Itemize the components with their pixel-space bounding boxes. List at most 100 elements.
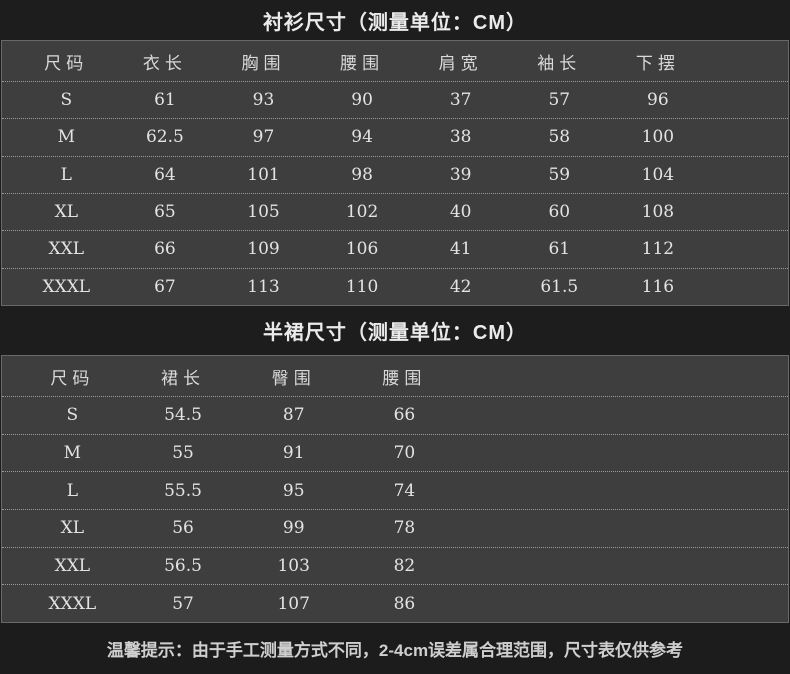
table-row: L 64 101 98 39 59 104	[2, 157, 788, 194]
table-row: XXL 66 109 106 41 61 112	[2, 231, 788, 269]
shirt-col-header-size: 尺码	[44, 53, 89, 73]
measurement-cell: 93	[252, 90, 275, 111]
skirt-section-title: 半裙尺寸（测量单位：CM）	[0, 306, 790, 355]
skirt-col-header-waist: 腰围	[382, 368, 427, 388]
measurement-cell: 40	[449, 202, 472, 223]
measurement-cell: 106	[345, 239, 379, 260]
measurement-cell: 61	[548, 239, 571, 260]
measurement-cell: 109	[247, 239, 280, 260]
skirt-col-header-hip: 臀围	[271, 368, 316, 388]
size-code-cell: XXXL	[48, 593, 97, 614]
measurement-cell: 56	[172, 518, 194, 539]
measurement-cell: 37	[449, 90, 472, 111]
size-code-cell: XXL	[54, 556, 91, 577]
measurement-cell: 61.5	[540, 276, 579, 297]
table-row: M 55 91 70	[2, 435, 788, 473]
measurement-cell: 82	[393, 556, 416, 577]
measurement-cell: 57	[548, 90, 571, 111]
measurement-cell: 104	[641, 164, 675, 185]
shirt-size-section: 衬衫尺寸（测量单位：CM） 尺码 衣长 胸围 腰围 肩宽 袖长 下摆 S 61 …	[0, 0, 790, 306]
measurement-cell: 66	[154, 239, 176, 260]
measurement-cell: 87	[282, 405, 305, 426]
measurement-cell: 54.5	[164, 405, 202, 426]
shirt-section-title: 衬衫尺寸（测量单位：CM）	[0, 0, 790, 40]
measurement-cell: 86	[393, 593, 416, 614]
size-code-cell: XL	[60, 518, 85, 539]
shirt-col-header-chest: 胸围	[241, 53, 286, 73]
shirt-col-header-waist: 腰围	[340, 53, 385, 73]
shirt-col-header-hem: 下摆	[635, 53, 680, 73]
measurement-cell: 99	[282, 518, 305, 539]
footer-note: 温馨提示：由于手工测量方式不同，2-4cm误差属合理范围，尺寸表仅供参考	[0, 623, 790, 674]
measurement-cell: 38	[449, 127, 472, 148]
table-row: XL 65 105 102 40 60 108	[2, 194, 788, 232]
measurement-cell: 110	[345, 276, 379, 297]
measurement-cell: 108	[641, 202, 675, 223]
shirt-col-header-shoulder: 肩宽	[438, 53, 483, 73]
skirt-size-table: 尺码 裙长 臀围 腰围 S 54.5 87 66 M 55 91 70 L 55…	[1, 355, 789, 623]
measurement-cell: 102	[345, 202, 379, 223]
table-row: L 55.5 95 74	[2, 472, 788, 511]
measurement-cell: 91	[282, 443, 305, 463]
measurement-cell: 97	[252, 127, 275, 148]
skirt-col-header-size: 尺码	[50, 368, 95, 388]
size-code-cell: M	[57, 127, 75, 148]
measurement-cell: 67	[154, 276, 176, 297]
measurement-cell: 101	[247, 164, 280, 185]
size-code-cell: XXXL	[42, 276, 91, 297]
table-row: XXXL 67 113 110 42 61.5 116	[2, 269, 788, 305]
measurement-cell: 113	[247, 276, 280, 297]
skirt-col-header-length: 裙长	[161, 368, 206, 388]
measurement-cell: 42	[449, 276, 472, 297]
shirt-col-header-sleeve: 袖长	[537, 53, 582, 73]
measurement-cell: 94	[351, 127, 373, 148]
shirt-size-table: 尺码 衣长 胸围 腰围 肩宽 袖长 下摆 S 61 93 90 37 57 96…	[1, 40, 789, 306]
size-code-cell: XL	[54, 202, 78, 223]
measurement-cell: 95	[282, 480, 305, 501]
measurement-cell: 55	[172, 443, 194, 463]
skirt-size-section: 半裙尺寸（测量单位：CM） 尺码 裙长 臀围 腰围 S 54.5 87 66 M…	[0, 306, 790, 623]
measurement-cell: 107	[277, 593, 310, 614]
measurement-cell: 57	[172, 593, 194, 614]
measurement-cell: 41	[449, 239, 472, 260]
measurement-cell: 59	[548, 164, 571, 185]
measurement-cell: 103	[277, 556, 310, 577]
table-row: XL 56 99 78	[2, 510, 788, 548]
measurement-cell: 78	[393, 518, 416, 539]
measurement-cell: 70	[393, 443, 416, 463]
measurement-cell: 56.5	[164, 556, 202, 577]
skirt-table-header-row: 尺码 裙长 臀围 腰围	[2, 356, 788, 397]
table-row: XXXL 57 107 86	[2, 585, 788, 622]
measurement-cell: 116	[641, 276, 675, 297]
measurement-cell: 96	[647, 90, 669, 111]
table-row: M 62.5 97 94 38 58 100	[2, 119, 788, 157]
measurement-cell: 64	[154, 164, 176, 185]
measurement-cell: 60	[548, 202, 571, 223]
measurement-cell: 90	[351, 90, 373, 111]
measurement-cell: 61	[154, 90, 176, 111]
measurement-cell: 100	[641, 127, 675, 148]
measurement-cell: 65	[154, 202, 176, 223]
shirt-table-header-row: 尺码 衣长 胸围 腰围 肩宽 袖长 下摆	[2, 41, 788, 82]
size-code-cell: S	[66, 405, 79, 426]
shirt-table-body: S 61 93 90 37 57 96 M 62.5 97 94 38 58 1…	[2, 82, 788, 305]
measurement-cell: 39	[449, 164, 472, 185]
measurement-cell: 112	[641, 239, 675, 260]
shirt-col-header-length: 衣长	[142, 53, 187, 73]
measurement-cell: 66	[393, 405, 416, 426]
size-code-cell: M	[63, 443, 82, 463]
size-code-cell: S	[60, 90, 73, 111]
measurement-cell: 58	[548, 127, 571, 148]
table-row: S 61 93 90 37 57 96	[2, 82, 788, 120]
table-row: S 54.5 87 66	[2, 397, 788, 435]
measurement-cell: 62.5	[145, 127, 184, 148]
size-code-cell: L	[60, 164, 72, 185]
size-code-cell: XXL	[48, 239, 85, 260]
measurement-cell: 55.5	[164, 480, 202, 501]
measurement-cell: 74	[393, 480, 416, 501]
measurement-cell: 98	[351, 164, 373, 185]
table-row: XXL 56.5 103 82	[2, 548, 788, 586]
measurement-cell: 105	[247, 202, 280, 223]
size-code-cell: L	[66, 480, 78, 501]
skirt-table-body: S 54.5 87 66 M 55 91 70 L 55.5 95 74 XL …	[2, 397, 788, 622]
